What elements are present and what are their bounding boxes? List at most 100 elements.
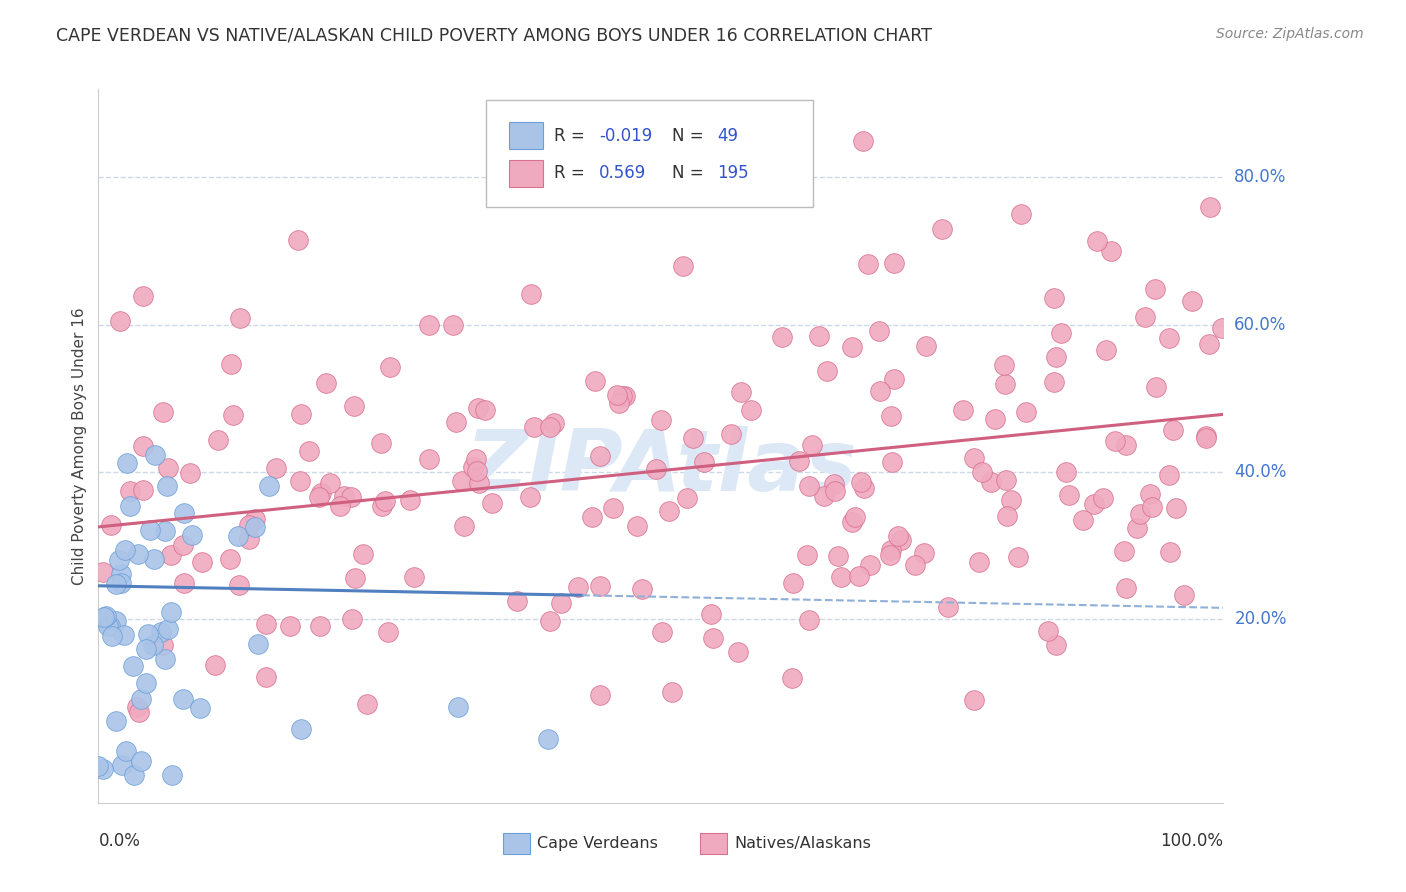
Point	[583, 374, 606, 388]
Point	[461, 459, 484, 474]
Point	[132, 483, 155, 498]
Point	[1198, 336, 1220, 351]
Point	[370, 499, 392, 513]
Point	[589, 578, 612, 592]
Point	[827, 549, 849, 564]
Point	[613, 389, 636, 403]
Y-axis label: Child Poverty Among Boys Under 16: Child Poverty Among Boys Under 16	[72, 307, 87, 585]
Point	[115, 744, 138, 758]
Point	[204, 658, 226, 673]
Point	[97, 619, 120, 633]
Point	[464, 451, 486, 466]
Point	[1126, 521, 1149, 535]
Point	[110, 567, 132, 582]
Point	[173, 507, 195, 521]
Point	[131, 692, 153, 706]
Point	[142, 552, 165, 566]
Point	[219, 357, 242, 371]
Point	[1054, 465, 1077, 479]
Point	[98, 618, 121, 632]
Point	[887, 529, 910, 543]
Text: R =: R =	[554, 127, 591, 145]
Point	[87, 759, 110, 773]
Point	[264, 460, 287, 475]
Point	[720, 426, 742, 441]
Point	[150, 624, 173, 639]
Point	[1144, 380, 1167, 394]
Point	[589, 449, 612, 463]
Point	[1043, 291, 1066, 305]
Point	[963, 693, 986, 707]
Point	[983, 411, 1005, 425]
Point	[1071, 513, 1094, 527]
Point	[1010, 207, 1032, 221]
Point	[122, 767, 145, 781]
Point	[702, 631, 724, 645]
Point	[995, 508, 1018, 523]
Point	[143, 448, 166, 462]
Point	[1129, 507, 1152, 521]
Point	[841, 339, 863, 353]
Point	[936, 599, 959, 614]
Point	[254, 617, 277, 632]
Text: 195: 195	[717, 164, 748, 182]
Point	[228, 578, 250, 592]
Point	[770, 330, 793, 344]
Point	[108, 552, 131, 566]
Text: CAPE VERDEAN VS NATIVE/ALASKAN CHILD POVERTY AMONG BOYS UNDER 16 CORRELATION CHA: CAPE VERDEAN VS NATIVE/ALASKAN CHILD POV…	[56, 27, 932, 45]
Point	[852, 481, 875, 495]
Point	[142, 638, 165, 652]
Point	[672, 259, 695, 273]
Point	[869, 384, 891, 399]
Point	[132, 289, 155, 303]
Text: ZIPAtlas: ZIPAtlas	[465, 425, 856, 509]
Point	[682, 431, 704, 445]
Point	[120, 500, 142, 514]
Point	[799, 613, 821, 627]
Point	[1144, 282, 1167, 296]
Text: N =: N =	[672, 127, 709, 145]
FancyBboxPatch shape	[509, 160, 543, 187]
Point	[607, 396, 630, 410]
Point	[700, 607, 723, 621]
Point	[813, 489, 835, 503]
Point	[112, 627, 135, 641]
Point	[254, 670, 277, 684]
Point	[290, 723, 312, 737]
Point	[160, 548, 183, 562]
Point	[606, 388, 628, 402]
Point	[115, 456, 138, 470]
Point	[226, 529, 249, 543]
FancyBboxPatch shape	[700, 833, 727, 855]
Point	[1166, 500, 1188, 515]
Point	[450, 475, 472, 489]
Point	[342, 612, 364, 626]
Point	[127, 700, 149, 714]
FancyBboxPatch shape	[503, 833, 530, 855]
Point	[191, 555, 214, 569]
Point	[104, 714, 127, 728]
Point	[352, 547, 374, 561]
Point	[1181, 293, 1204, 308]
Point	[356, 698, 378, 712]
Point	[789, 454, 811, 468]
Point	[1173, 588, 1195, 602]
Point	[157, 623, 180, 637]
Point	[1139, 486, 1161, 500]
Point	[879, 548, 901, 562]
Point	[841, 515, 863, 529]
Point	[727, 645, 749, 659]
Point	[136, 627, 159, 641]
Point	[159, 605, 181, 619]
Point	[340, 490, 363, 504]
Point	[135, 642, 157, 657]
Point	[93, 610, 115, 624]
Point	[880, 542, 903, 557]
Point	[172, 691, 194, 706]
Point	[890, 533, 912, 548]
Point	[222, 409, 245, 423]
Point	[219, 552, 242, 566]
Point	[631, 582, 654, 596]
Point	[329, 499, 352, 513]
Point	[135, 676, 157, 690]
